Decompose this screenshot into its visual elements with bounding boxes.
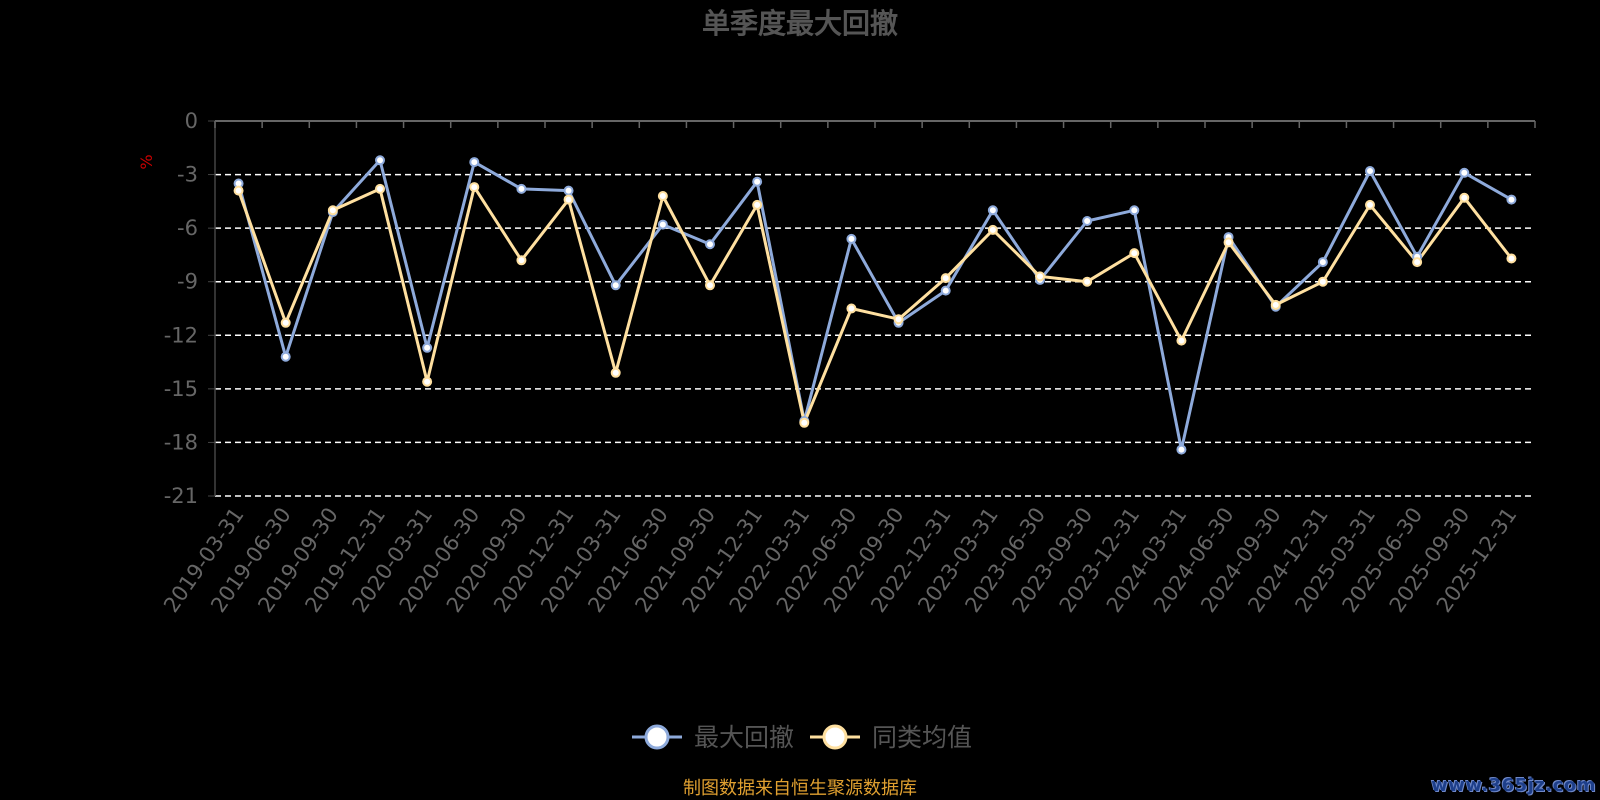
source-note: 制图数据来自恒生聚源数据库 bbox=[683, 778, 917, 799]
data-point-series-2 bbox=[705, 280, 715, 291]
data-point-series-2 bbox=[1506, 253, 1517, 264]
legend-marker-2 bbox=[822, 724, 848, 750]
data-point-series-2 bbox=[1412, 257, 1423, 268]
data-point-series-1 bbox=[1459, 167, 1470, 178]
data-point-series-2 bbox=[469, 182, 480, 193]
y-axis-label: % bbox=[137, 154, 156, 169]
data-point-series-2 bbox=[280, 317, 291, 328]
y-tick-label: -9 bbox=[177, 270, 198, 294]
legend-label-2: 同类均值 bbox=[872, 723, 972, 752]
data-point-series-2 bbox=[1270, 299, 1281, 310]
data-point-series-2 bbox=[893, 314, 904, 325]
data-point-series-2 bbox=[1082, 276, 1093, 287]
data-point-series-1 bbox=[1506, 194, 1517, 205]
y-tick-label: -12 bbox=[164, 323, 198, 347]
data-point-series-2 bbox=[987, 224, 998, 235]
data-point-series-1 bbox=[422, 342, 433, 353]
y-tick-label: 0 bbox=[185, 109, 198, 133]
data-point-series-1 bbox=[563, 185, 574, 196]
data-point-series-2 bbox=[610, 367, 621, 378]
data-point-series-1 bbox=[1317, 257, 1328, 268]
y-tick-label: -18 bbox=[164, 430, 198, 454]
data-point-series-2 bbox=[1176, 335, 1187, 346]
data-point-series-1 bbox=[940, 285, 951, 296]
y-tick-label: -21 bbox=[164, 484, 198, 508]
data-point-series-2 bbox=[563, 194, 574, 205]
data-point-series-1 bbox=[1365, 166, 1375, 176]
data-point-series-1 bbox=[657, 219, 668, 230]
data-point-series-2 bbox=[1035, 271, 1045, 282]
data-point-series-1 bbox=[752, 176, 763, 187]
data-point-series-1 bbox=[469, 157, 480, 168]
legend-label-1: 最大回撤 bbox=[694, 723, 794, 752]
data-point-series-1 bbox=[280, 351, 291, 362]
data-point-series-1 bbox=[610, 280, 621, 291]
watermark: www.365jz.com bbox=[1431, 775, 1596, 796]
data-point-series-2 bbox=[375, 183, 385, 194]
y-tick-label: -3 bbox=[177, 163, 198, 187]
data-point-series-2 bbox=[1459, 192, 1470, 203]
data-point-series-2 bbox=[1129, 248, 1140, 259]
data-point-series-1 bbox=[375, 155, 385, 166]
y-tick-label: -15 bbox=[164, 377, 198, 401]
legend-marker-1 bbox=[644, 724, 670, 750]
data-point-series-2 bbox=[1317, 276, 1328, 287]
data-point-series-2 bbox=[422, 376, 433, 387]
data-point-series-2 bbox=[846, 303, 857, 314]
data-point-series-2 bbox=[327, 205, 338, 216]
series-line-2 bbox=[237, 185, 1513, 425]
data-point-series-2 bbox=[799, 417, 810, 428]
data-point-series-2 bbox=[1223, 237, 1234, 248]
data-point-series-1 bbox=[705, 239, 715, 250]
data-point-series-1 bbox=[1176, 444, 1187, 455]
data-point-series-1 bbox=[846, 233, 857, 244]
data-point-series-2 bbox=[940, 273, 951, 284]
data-point-series-1 bbox=[987, 205, 998, 216]
data-point-series-1 bbox=[516, 183, 527, 194]
series-line-1 bbox=[237, 158, 1513, 452]
chart-title: 单季度最大回撤 bbox=[702, 7, 898, 40]
data-point-series-2 bbox=[752, 199, 763, 210]
data-point-series-2 bbox=[516, 255, 527, 266]
data-point-series-1 bbox=[1129, 205, 1140, 216]
data-point-series-2 bbox=[657, 191, 668, 201]
data-point-series-1 bbox=[1082, 216, 1093, 226]
data-point-series-2 bbox=[233, 185, 244, 196]
y-tick-label: -6 bbox=[177, 216, 198, 240]
data-point-series-2 bbox=[1365, 199, 1375, 210]
